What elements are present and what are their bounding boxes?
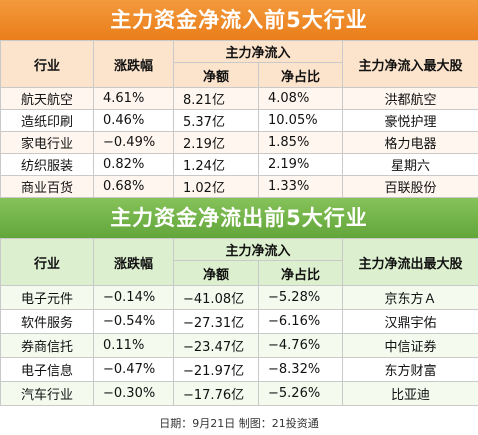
stock-cell: 洪都航空	[342, 87, 478, 110]
stock-cell: 京东方Ａ	[342, 285, 478, 310]
amount-cell: 1.24亿	[173, 153, 259, 176]
industry-cell: 造纸印刷	[0, 109, 94, 132]
ratio-cell: 1.85%	[257, 131, 344, 154]
outflow-header-group: 主力净流入	[172, 238, 344, 261]
change-cell: −0.14%	[93, 285, 174, 310]
ratio-cell: −6.16%	[257, 309, 344, 334]
stock-cell: 格力电器	[342, 131, 478, 154]
change-cell: 0.82%	[93, 153, 174, 176]
inflow-header-top-stock: 主力净流入最大股	[342, 40, 478, 88]
stock-cell: 中信证券	[342, 333, 478, 358]
ratio-cell: −8.32%	[257, 357, 344, 382]
outflow-rows: 电子元件 −0.14% −41.08亿 −5.28% 京东方Ａ 软件服务 −0.…	[0, 285, 478, 406]
outflow-header-industry: 行业	[0, 238, 94, 286]
industry-cell: 纺织服装	[0, 153, 94, 176]
ratio-cell: 4.08%	[257, 87, 344, 110]
outflow-header-top-stock: 主力净流出最大股	[342, 238, 478, 286]
amount-cell: 5.37亿	[173, 109, 259, 132]
table-row: 造纸印刷 0.46% 5.37亿 10.05% 豪悦护理	[0, 109, 478, 132]
amount-cell: 2.19亿	[173, 131, 259, 154]
ratio-cell: 2.19%	[257, 153, 344, 176]
table-row: 电子元件 −0.14% −41.08亿 −5.28% 京东方Ａ	[0, 285, 478, 310]
change-cell: 4.61%	[93, 87, 174, 110]
inflow-header-amount: 净额	[173, 62, 259, 88]
outflow-header-amount: 净额	[173, 260, 259, 286]
amount-cell: −23.47亿	[173, 333, 259, 358]
amount-cell: 1.02亿	[173, 175, 259, 198]
ratio-cell: 1.33%	[257, 175, 344, 198]
table-row: 软件服务 −0.54% −27.31亿 −6.16% 汉鼎宇佑	[0, 309, 478, 334]
amount-cell: −41.08亿	[173, 285, 259, 310]
industry-cell: 商业百货	[0, 175, 94, 198]
amount-cell: −17.76亿	[173, 381, 259, 406]
ratio-cell: −5.26%	[257, 381, 344, 406]
change-cell: −0.49%	[93, 131, 174, 154]
change-cell: −0.54%	[93, 309, 174, 334]
table-row: 汽车行业 −0.30% −17.76亿 −5.26% 比亚迪	[0, 381, 478, 406]
amount-cell: −21.97亿	[173, 357, 259, 382]
stock-cell: 比亚迪	[342, 381, 478, 406]
industry-cell: 家电行业	[0, 131, 94, 154]
industry-cell: 电子信息	[0, 357, 94, 382]
inflow-header-group: 主力净流入	[172, 40, 344, 63]
footer-credit: 日期：9月21日 制图：21投资通	[0, 413, 478, 435]
stock-cell: 汉鼎宇佑	[342, 309, 478, 334]
amount-cell: 8.21亿	[173, 87, 259, 110]
stock-cell: 东方财富	[342, 357, 478, 382]
inflow-header-ratio: 净占比	[257, 62, 344, 88]
table-row: 券商信托 0.11% −23.47亿 −4.76% 中信证券	[0, 333, 478, 358]
inflow-title: 主力资金净流入前5大行业	[0, 0, 478, 40]
ratio-cell: −5.28%	[257, 285, 344, 310]
ratio-cell: −4.76%	[257, 333, 344, 358]
amount-cell: −27.31亿	[173, 309, 259, 334]
industry-cell: 券商信托	[0, 333, 94, 358]
outflow-table: 行业 涨跌幅 主力净流入 主力净流出最大股 净额 净占比 电子元件 −0.14%…	[0, 238, 478, 406]
table-row: 电子信息 −0.47% −21.97亿 −8.32% 东方财富	[0, 357, 478, 382]
table-row: 家电行业 −0.49% 2.19亿 1.85% 格力电器	[0, 131, 478, 154]
industry-cell: 汽车行业	[0, 381, 94, 406]
industry-cell: 电子元件	[0, 285, 94, 310]
change-cell: 0.11%	[93, 333, 174, 358]
stock-cell: 星期六	[342, 153, 478, 176]
table-row: 商业百货 0.68% 1.02亿 1.33% 百联股份	[0, 175, 478, 198]
table-row: 纺织服装 0.82% 1.24亿 2.19% 星期六	[0, 153, 478, 176]
change-cell: −0.30%	[93, 381, 174, 406]
change-cell: −0.47%	[93, 357, 174, 382]
change-cell: 0.68%	[93, 175, 174, 198]
inflow-header-industry: 行业	[0, 40, 94, 88]
industry-cell: 软件服务	[0, 309, 94, 334]
table-row: 航天航空 4.61% 8.21亿 4.08% 洪都航空	[0, 87, 478, 110]
stock-cell: 豪悦护理	[342, 109, 478, 132]
outflow-header-change: 涨跌幅	[93, 238, 174, 286]
change-cell: 0.46%	[93, 109, 174, 132]
inflow-header-change: 涨跌幅	[93, 40, 174, 88]
industry-cell: 航天航空	[0, 87, 94, 110]
inflow-rows: 航天航空 4.61% 8.21亿 4.08% 洪都航空 造纸印刷 0.46% 5…	[0, 87, 478, 198]
inflow-table: 行业 涨跌幅 主力净流入 主力净流入最大股 净额 净占比 航天航空 4.61% …	[0, 40, 478, 198]
outflow-title: 主力资金净流出前5大行业	[0, 198, 478, 238]
outflow-header-ratio: 净占比	[257, 260, 344, 286]
ratio-cell: 10.05%	[257, 109, 344, 132]
stock-cell: 百联股份	[342, 175, 478, 198]
